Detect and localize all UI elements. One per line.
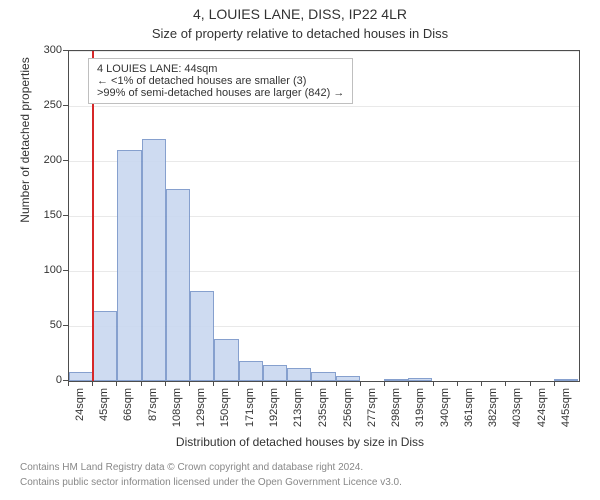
x-tick-mark: [530, 381, 531, 386]
x-tick-mark: [165, 381, 166, 386]
x-tick-mark: [481, 381, 482, 386]
gridline: [69, 106, 579, 107]
legend-line-3: >99% of semi-detached houses are larger …: [97, 87, 344, 99]
x-tick-mark: [116, 381, 117, 386]
x-axis-label-text: Distribution of detached houses by size …: [176, 435, 424, 449]
histogram-bar: [311, 372, 335, 381]
y-tick-mark: [63, 50, 68, 51]
y-tick-mark: [63, 325, 68, 326]
x-tick-mark: [68, 381, 69, 386]
histogram-bar: [554, 379, 578, 381]
x-tick-mark: [286, 381, 287, 386]
x-tick-mark: [505, 381, 506, 386]
x-tick-label: 235sqm: [317, 388, 329, 436]
x-tick-label: 213sqm: [292, 388, 304, 436]
x-tick-mark: [457, 381, 458, 386]
footer-line-1: Contains HM Land Registry data © Crown c…: [20, 462, 363, 473]
x-tick-label: 129sqm: [195, 388, 207, 436]
y-tick-mark: [63, 270, 68, 271]
y-tick-label: 150: [28, 209, 62, 221]
legend-line-1: 4 LOUIES LANE: 44sqm: [97, 63, 344, 75]
x-tick-mark: [408, 381, 409, 386]
gridline: [69, 51, 579, 52]
x-tick-label: 66sqm: [122, 388, 134, 436]
x-tick-mark: [433, 381, 434, 386]
x-tick-label: 108sqm: [171, 388, 183, 436]
x-tick-mark: [213, 381, 214, 386]
y-tick-mark: [63, 105, 68, 106]
footer-text-1: Contains HM Land Registry data © Crown c…: [20, 462, 363, 473]
x-tick-mark: [92, 381, 93, 386]
y-axis-label-text: Number of detached properties: [18, 57, 32, 222]
histogram-bar: [214, 339, 238, 381]
histogram-bar: [69, 372, 93, 381]
histogram-bar: [408, 378, 432, 381]
y-tick-label: 0: [28, 374, 62, 386]
histogram-bar: [190, 291, 214, 381]
histogram-bar: [239, 361, 263, 381]
x-tick-mark: [360, 381, 361, 386]
y-tick-label: 300: [28, 44, 62, 56]
x-tick-mark: [384, 381, 385, 386]
x-tick-label: 256sqm: [342, 388, 354, 436]
histogram-bar: [336, 376, 360, 382]
y-tick-label: 200: [28, 154, 62, 166]
x-tick-mark: [189, 381, 190, 386]
histogram-bar: [263, 365, 287, 382]
x-tick-mark: [141, 381, 142, 386]
y-tick-label: 100: [28, 264, 62, 276]
y-tick-mark: [63, 160, 68, 161]
legend-line-2: ← <1% of detached houses are smaller (3): [97, 75, 344, 87]
x-axis-label: Distribution of detached houses by size …: [0, 435, 600, 449]
histogram-bar: [384, 379, 408, 381]
x-tick-mark: [336, 381, 337, 386]
x-tick-label: 277sqm: [366, 388, 378, 436]
x-tick-label: 445sqm: [560, 388, 572, 436]
x-tick-label: 382sqm: [487, 388, 499, 436]
x-tick-label: 403sqm: [511, 388, 523, 436]
histogram-bar: [142, 139, 166, 381]
x-tick-mark: [238, 381, 239, 386]
x-tick-label: 87sqm: [147, 388, 159, 436]
histogram-bar: [287, 368, 311, 381]
x-tick-label: 45sqm: [98, 388, 110, 436]
histogram-bar: [93, 311, 117, 381]
footer-text-2: Contains public sector information licen…: [20, 477, 402, 488]
x-tick-mark: [262, 381, 263, 386]
footer-line-2: Contains public sector information licen…: [20, 477, 402, 488]
histogram-bar: [117, 150, 141, 381]
title-text: Size of property relative to detached ho…: [152, 26, 448, 41]
x-tick-label: 150sqm: [219, 388, 231, 436]
y-tick-mark: [63, 215, 68, 216]
x-tick-label: 361sqm: [463, 388, 475, 436]
x-tick-label: 192sqm: [268, 388, 280, 436]
x-tick-mark: [311, 381, 312, 386]
y-tick-label: 250: [28, 99, 62, 111]
x-tick-label: 424sqm: [536, 388, 548, 436]
x-tick-label: 298sqm: [390, 388, 402, 436]
x-tick-label: 340sqm: [439, 388, 451, 436]
chart-suptitle: 4, LOUIES LANE, DISS, IP22 4LR: [0, 6, 600, 22]
x-tick-label: 171sqm: [244, 388, 256, 436]
y-tick-label: 50: [28, 319, 62, 331]
suptitle-text: 4, LOUIES LANE, DISS, IP22 4LR: [193, 6, 407, 22]
x-tick-label: 24sqm: [74, 388, 86, 436]
legend-box: 4 LOUIES LANE: 44sqm ← <1% of detached h…: [88, 58, 353, 104]
chart-title: Size of property relative to detached ho…: [0, 26, 600, 41]
x-tick-label: 319sqm: [414, 388, 426, 436]
histogram-bar: [166, 189, 190, 382]
x-tick-mark: [554, 381, 555, 386]
chart-container: 4, LOUIES LANE, DISS, IP22 4LR Size of p…: [0, 0, 600, 500]
